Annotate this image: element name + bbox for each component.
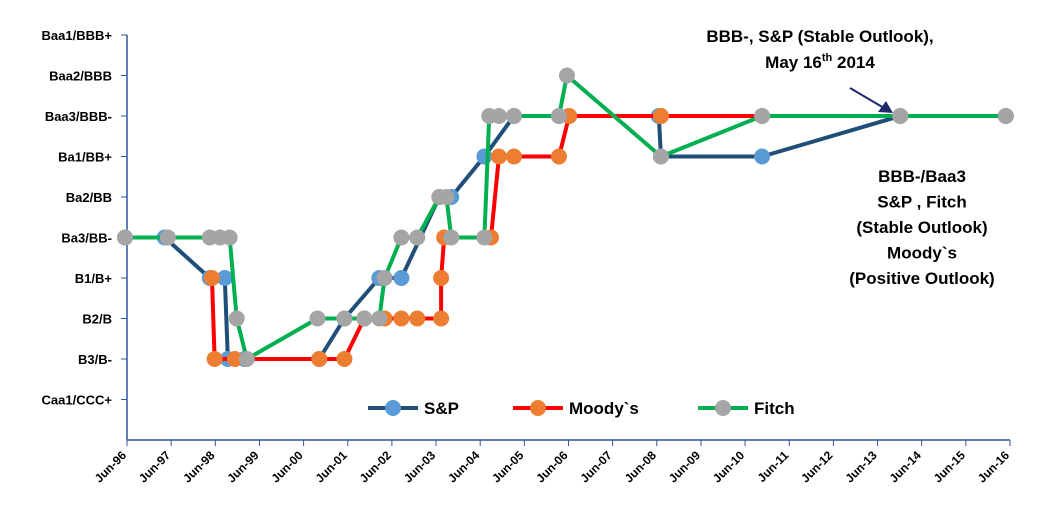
data-point	[476, 148, 493, 165]
x-tick-label: Jun-06	[533, 448, 570, 485]
data-point	[409, 310, 426, 327]
data-point	[505, 108, 522, 124]
data-point	[221, 229, 238, 246]
data-point	[159, 229, 176, 246]
annotation: Moody`s	[887, 244, 957, 263]
x-tick-label: Jun-04	[445, 448, 482, 485]
data-point	[652, 148, 669, 165]
series-line	[209, 114, 1006, 361]
data-point	[476, 229, 493, 246]
data-point	[393, 310, 410, 327]
data-point	[393, 229, 410, 246]
y-tick-label: Ba1/BB+	[58, 150, 112, 165]
annotation-arrow	[849, 87, 885, 109]
data-point	[117, 229, 133, 246]
x-tick-label: Jun-96	[92, 448, 129, 485]
data-point	[216, 270, 233, 286]
data-point	[376, 270, 393, 286]
x-tick-label: Jun-99	[224, 448, 261, 485]
y-tick-label: B3/B-	[78, 352, 112, 367]
annotation: (Stable Outlook)	[856, 218, 987, 237]
x-tick-label: Jun-09	[666, 448, 703, 485]
annotation: (Positive Outlook)	[849, 269, 994, 288]
data-point	[356, 310, 373, 327]
legend-label: Moody`s	[569, 399, 639, 418]
data-point	[371, 310, 388, 327]
data-point	[997, 108, 1014, 124]
y-tick-label: Caa1/CCC+	[42, 393, 113, 408]
x-tick-label: Jun-10	[710, 448, 747, 485]
y-tick-label: Baa3/BBB-	[45, 109, 112, 124]
legend-marker	[385, 400, 401, 416]
x-tick-label: Jun-16	[975, 448, 1012, 485]
annotation-text: May 16	[765, 53, 822, 72]
annotation: BBB-, S&P (Stable Outlook),	[706, 27, 933, 46]
x-tick-label: Jun-12	[798, 448, 835, 485]
data-point	[311, 351, 328, 367]
annotation-superscript: th	[822, 52, 833, 64]
y-tick-label: Baa2/BBB	[49, 69, 112, 84]
legend-label: S&P	[424, 399, 459, 418]
y-tick-label: B2/B	[82, 312, 112, 327]
x-tick-label: Jun-01	[313, 448, 350, 485]
annotation-block: BBB-/Baa3 S&P , Fitch (Stable Outlook) Mood…	[849, 167, 994, 288]
data-point	[652, 108, 669, 124]
data-point	[228, 310, 245, 327]
data-point	[206, 351, 223, 367]
data-point	[238, 351, 255, 367]
legend-marker	[715, 400, 731, 416]
y-tick-label: Ba3/BB-	[61, 231, 112, 246]
x-tick-label: Jun-00	[268, 448, 305, 485]
x-tick-label: Jun-05	[489, 448, 526, 485]
data-point	[754, 108, 771, 124]
x-tick-label: Jun-13	[842, 448, 879, 485]
data-point	[550, 108, 567, 124]
x-tick-label: Jun-14	[887, 448, 924, 485]
y-tick-label: B1/B+	[75, 271, 113, 286]
data-point	[443, 229, 460, 246]
data-point	[433, 270, 450, 286]
annotation: S&P , Fitch	[877, 193, 966, 212]
annotation-arrowhead	[878, 101, 893, 113]
data-point	[754, 148, 771, 165]
x-tick-label: Jun-98	[180, 448, 217, 485]
y-tick-label: Ba2/BB	[66, 190, 112, 205]
data-point	[438, 189, 455, 205]
x-tick-label: Jun-11	[755, 448, 792, 485]
annotation-text: 2014	[832, 53, 875, 72]
x-tick-label: Jun-15	[931, 448, 968, 485]
data-point	[550, 148, 567, 165]
legend-label: Fitch	[754, 399, 795, 418]
x-tick-label: Jun-07	[578, 448, 615, 485]
data-point	[505, 148, 522, 165]
legend-marker	[530, 400, 546, 416]
data-point	[433, 310, 450, 327]
data-point	[203, 270, 220, 286]
data-point	[490, 148, 507, 165]
x-tick-label: Jun-03	[401, 448, 438, 485]
annotation: May 16th 2014	[765, 52, 875, 72]
data-point	[409, 229, 426, 246]
data-point	[336, 310, 353, 327]
data-point	[892, 108, 909, 124]
data-point	[309, 310, 326, 327]
y-tick-label: Baa1/BBB+	[42, 28, 113, 43]
data-point	[336, 351, 353, 367]
data-point	[393, 270, 410, 286]
data-point	[490, 108, 507, 124]
x-tick-label: Jun-97	[136, 448, 173, 485]
data-point	[558, 67, 575, 84]
x-tick-label: Jun-02	[357, 448, 394, 485]
annotation: BBB-/Baa3	[878, 167, 966, 186]
data-point	[226, 351, 243, 367]
x-tick-label: Jun-08	[622, 448, 659, 485]
